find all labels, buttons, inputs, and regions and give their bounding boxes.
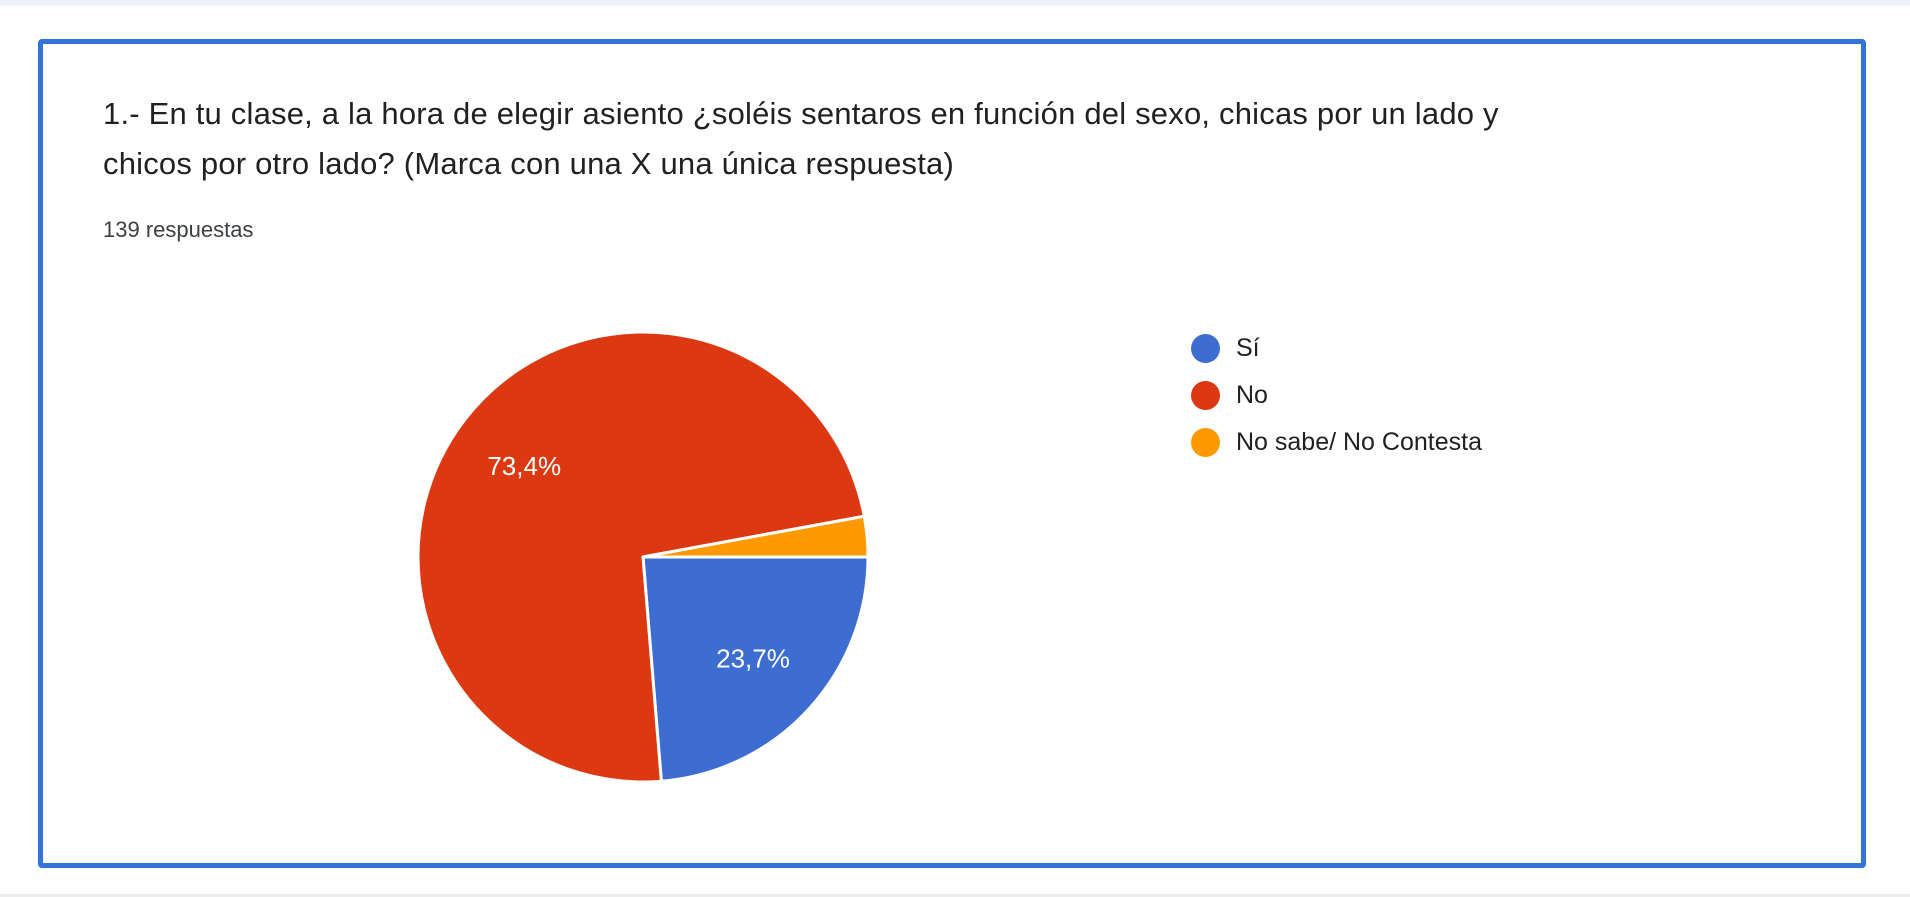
legend-color-dot (1191, 333, 1220, 363)
top-strip (0, 0, 1910, 6)
question-title: 1.- En tu clase, a la hora de elegir asi… (103, 89, 1703, 189)
legend-label: Sí (1236, 333, 1260, 362)
question-summary-card: 1.- En tu clase, a la hora de elegir asi… (38, 39, 1866, 868)
pie-slice-2[interactable] (416, 330, 866, 784)
question-title-line-2: chicos por otro lado? (Marca con una X u… (103, 146, 954, 181)
pie-slice-3[interactable] (641, 514, 870, 559)
pie-slice-1[interactable] (641, 555, 870, 783)
legend-label: No sabe/ No Contesta (1236, 427, 1482, 456)
response-count: 139 respuestas (103, 217, 254, 242)
pie-slice-value-label: 73,4% (487, 451, 561, 481)
pie-slice-value-label: 23,7% (716, 643, 790, 673)
legend-item: Sí (1191, 333, 1482, 363)
bottom-strip (0, 894, 1910, 897)
legend-color-dot (1191, 380, 1220, 410)
question-title-line-1: 1.- En tu clase, a la hora de elegir asi… (103, 96, 1499, 131)
legend-label: No (1236, 380, 1268, 409)
pie-chart: 23,7% 73,4% (416, 330, 870, 784)
legend-item: No (1191, 380, 1482, 410)
legend-item: No sabe/ No Contesta (1191, 427, 1482, 457)
legend-color-dot (1191, 427, 1220, 457)
legend: Sí No No sabe/ No Contesta (1191, 333, 1482, 457)
